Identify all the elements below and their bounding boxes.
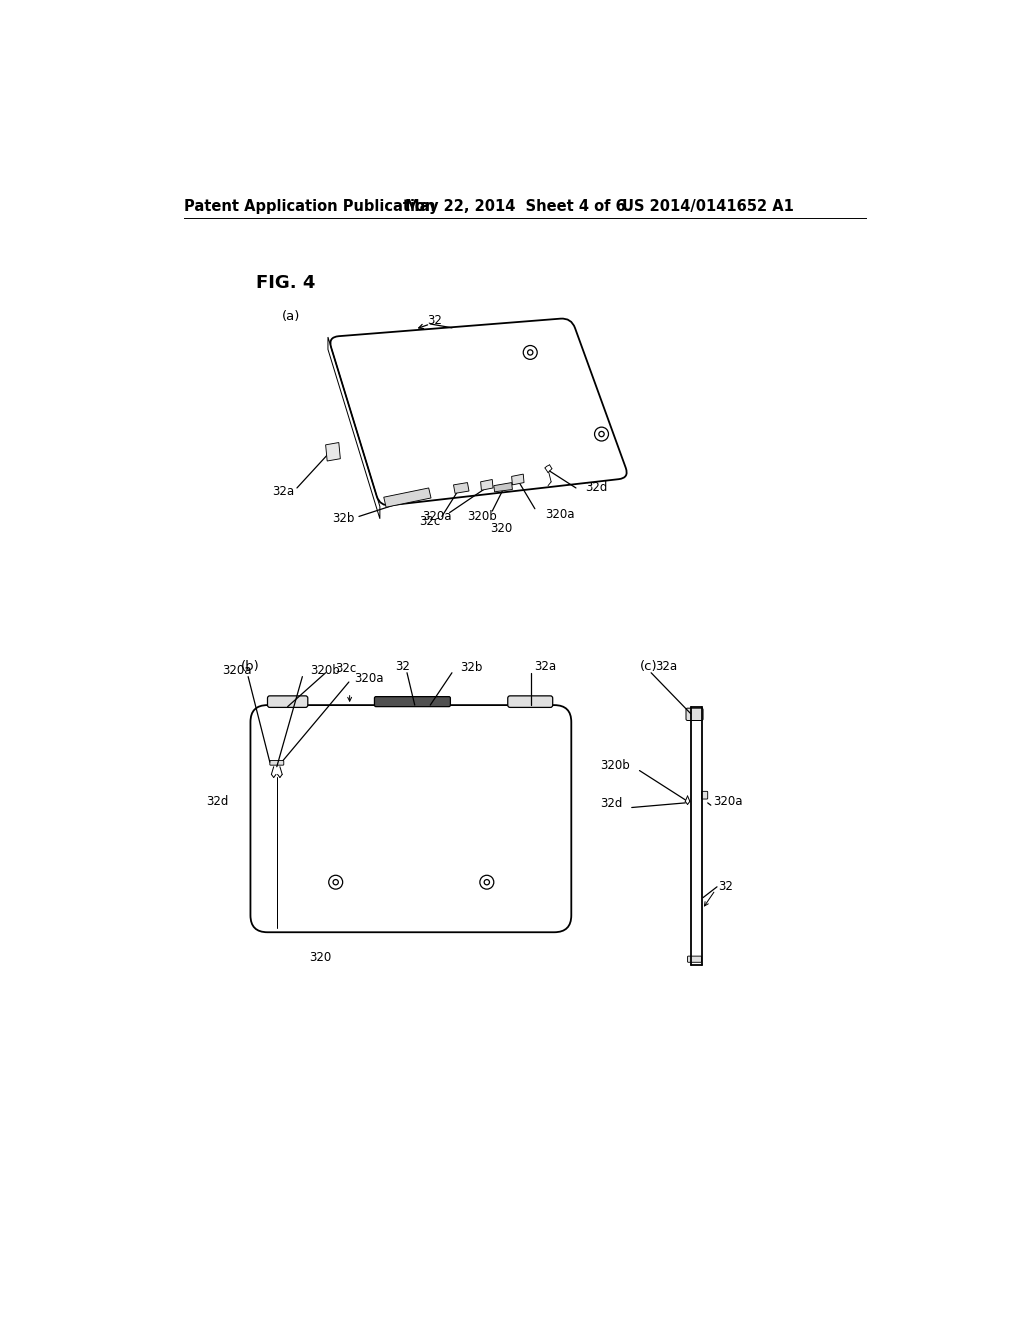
Text: 32d: 32d xyxy=(600,797,623,810)
Text: 320a: 320a xyxy=(422,510,452,523)
Text: 320b: 320b xyxy=(310,664,340,677)
FancyBboxPatch shape xyxy=(687,956,701,962)
Text: 320: 320 xyxy=(490,521,513,535)
Text: US 2014/0141652 A1: US 2014/0141652 A1 xyxy=(623,198,795,214)
Text: 320a: 320a xyxy=(354,672,384,685)
FancyBboxPatch shape xyxy=(508,696,553,708)
Text: (a): (a) xyxy=(282,310,300,323)
Text: 32: 32 xyxy=(427,314,441,326)
Text: 32c: 32c xyxy=(420,515,441,528)
Text: (c): (c) xyxy=(640,660,657,673)
Text: 32: 32 xyxy=(719,879,733,892)
Polygon shape xyxy=(512,474,524,484)
Polygon shape xyxy=(384,488,431,507)
Text: 32a: 32a xyxy=(272,484,294,498)
Polygon shape xyxy=(454,483,469,494)
Text: 32: 32 xyxy=(395,660,410,673)
FancyBboxPatch shape xyxy=(267,696,308,708)
Text: 320a: 320a xyxy=(713,795,742,808)
Text: 32a: 32a xyxy=(535,660,556,673)
Text: (b): (b) xyxy=(241,660,259,673)
FancyBboxPatch shape xyxy=(270,760,284,766)
Text: 320b: 320b xyxy=(600,759,630,772)
FancyBboxPatch shape xyxy=(375,697,451,706)
Text: 32b: 32b xyxy=(460,661,482,675)
FancyBboxPatch shape xyxy=(686,708,703,721)
Text: 32d: 32d xyxy=(586,482,607,495)
Text: 32a: 32a xyxy=(655,660,677,673)
Text: May 22, 2014  Sheet 4 of 6: May 22, 2014 Sheet 4 of 6 xyxy=(406,198,627,214)
Polygon shape xyxy=(494,483,512,492)
Polygon shape xyxy=(480,479,493,490)
Text: 320a: 320a xyxy=(222,664,251,677)
Text: 320: 320 xyxy=(309,952,332,964)
Text: 32c: 32c xyxy=(335,663,356,676)
Text: FIG. 4: FIG. 4 xyxy=(256,275,315,292)
FancyBboxPatch shape xyxy=(701,792,708,799)
Polygon shape xyxy=(326,442,340,461)
Text: 320a: 320a xyxy=(545,508,574,520)
Text: Patent Application Publication: Patent Application Publication xyxy=(183,198,435,214)
Text: 320b: 320b xyxy=(467,510,497,523)
Text: 32d: 32d xyxy=(207,795,228,808)
Text: 32b: 32b xyxy=(332,512,354,525)
